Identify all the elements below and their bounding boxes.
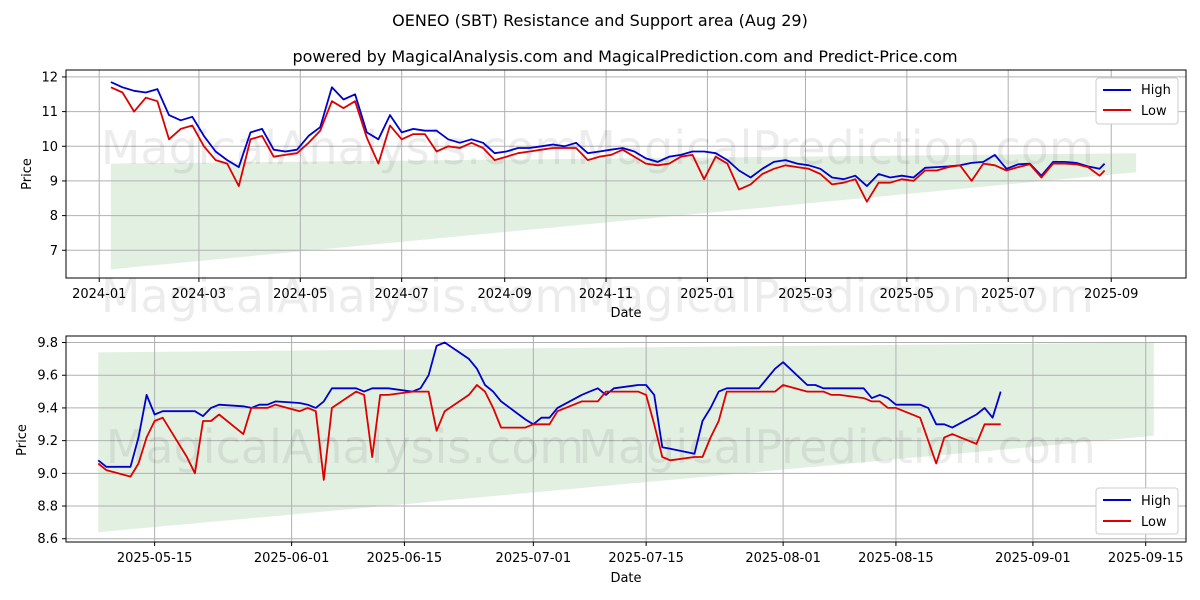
y-tick-label: 9.6 xyxy=(37,369,58,384)
x-tick-label: 2025-03 xyxy=(778,287,832,302)
bottom-legend-high-label: High xyxy=(1141,494,1171,509)
chart-subtitle: powered by MagicalAnalysis.com and Magic… xyxy=(292,47,957,66)
top-legend-high-label: High xyxy=(1141,83,1171,98)
x-tick-label: 2025-05-15 xyxy=(117,551,193,566)
series-low-line xyxy=(110,86,1106,203)
x-tick-label: 2025-08-15 xyxy=(858,551,934,566)
top-x-axis-label: Date xyxy=(610,306,641,321)
x-tick-label: 2024-03 xyxy=(172,287,226,302)
x-tick-label: 2025-01 xyxy=(680,287,734,302)
y-tick-label: 9.2 xyxy=(37,434,58,449)
y-tick-label: 12 xyxy=(41,70,58,85)
x-tick-label: 2025-09 xyxy=(1084,287,1138,302)
series-low-line xyxy=(97,384,1001,481)
y-tick-label: 11 xyxy=(41,105,58,120)
x-tick-label: 2024-11 xyxy=(579,287,633,302)
x-tick-label: 2024-05 xyxy=(273,287,327,302)
y-tick-label: 7 xyxy=(50,244,58,259)
x-tick-label: 2025-06-01 xyxy=(254,551,330,566)
bottom-watermark: MagicalAnalysis.com MagicalPrediction.co… xyxy=(106,420,1096,474)
top-legend-low-label: Low xyxy=(1141,104,1167,119)
x-tick-label: 2025-08-01 xyxy=(745,551,821,566)
x-tick-label: 2025-07-15 xyxy=(608,551,684,566)
y-tick-label: 8 xyxy=(50,209,58,224)
x-tick-label: 2025-07-01 xyxy=(496,551,572,566)
x-tick-label: 2024-09 xyxy=(478,287,532,302)
y-tick-label: 10 xyxy=(41,140,58,155)
bottom-legend-low-label: Low xyxy=(1141,515,1167,530)
x-tick-label: 2025-06-15 xyxy=(367,551,443,566)
bottom-series-layer xyxy=(97,341,1002,481)
top-plot: MagicalAnalysis.com MagicalPrediction.co… xyxy=(20,69,1187,323)
y-tick-label: 9.4 xyxy=(37,401,58,416)
bottom-y-axis-label: Price xyxy=(15,424,30,456)
top-series-layer xyxy=(110,81,1106,203)
bottom-x-axis-label: Date xyxy=(610,571,641,586)
watermark-analysis: MagicalAnalysis.com xyxy=(101,121,580,175)
chart-title: OENEO (SBT) Resistance and Support area … xyxy=(392,11,808,30)
bottom-plot: MagicalAnalysis.com MagicalPrediction.co… xyxy=(15,335,1187,586)
bottom-ticks-layer: 2025-05-15 2025-06-01 2025-06-15 2025-07-01… xyxy=(37,336,1183,566)
x-tick-label: 2025-09-01 xyxy=(995,551,1071,566)
y-tick-label: 9.8 xyxy=(37,336,58,351)
x-tick-label: 2024-01 xyxy=(72,287,126,302)
top-grid-layer xyxy=(66,70,1186,278)
x-tick-label: 2025-05 xyxy=(880,287,934,302)
y-tick-label: 9 xyxy=(50,174,58,189)
y-tick-label: 9.0 xyxy=(37,467,58,482)
top-plot-frame xyxy=(65,69,1187,279)
y-tick-label: 8.6 xyxy=(37,532,58,547)
y-tick-label: 8.8 xyxy=(37,500,58,515)
x-tick-label: 2024-07 xyxy=(375,287,429,302)
x-tick-label: 2025-07 xyxy=(981,287,1035,302)
series-high-line xyxy=(97,341,1002,468)
watermark-prediction: MagicalPrediction.com xyxy=(576,121,1094,175)
series-high-line xyxy=(110,81,1106,187)
top-legend: High Low xyxy=(1095,77,1179,125)
bottom-legend: High Low xyxy=(1095,487,1179,535)
top-ticks-layer: 2024-01 2024-03 2024-05 2024-07 2024-09 2024-… xyxy=(41,70,1138,302)
top-y-axis-label: Price xyxy=(20,158,35,190)
x-tick-label: 2025-09-15 xyxy=(1108,551,1184,566)
bottom-plot-frame xyxy=(65,335,1187,543)
bottom-grid-layer xyxy=(66,336,1186,542)
watermark-analysis: MagicalAnalysis.com xyxy=(106,420,585,474)
